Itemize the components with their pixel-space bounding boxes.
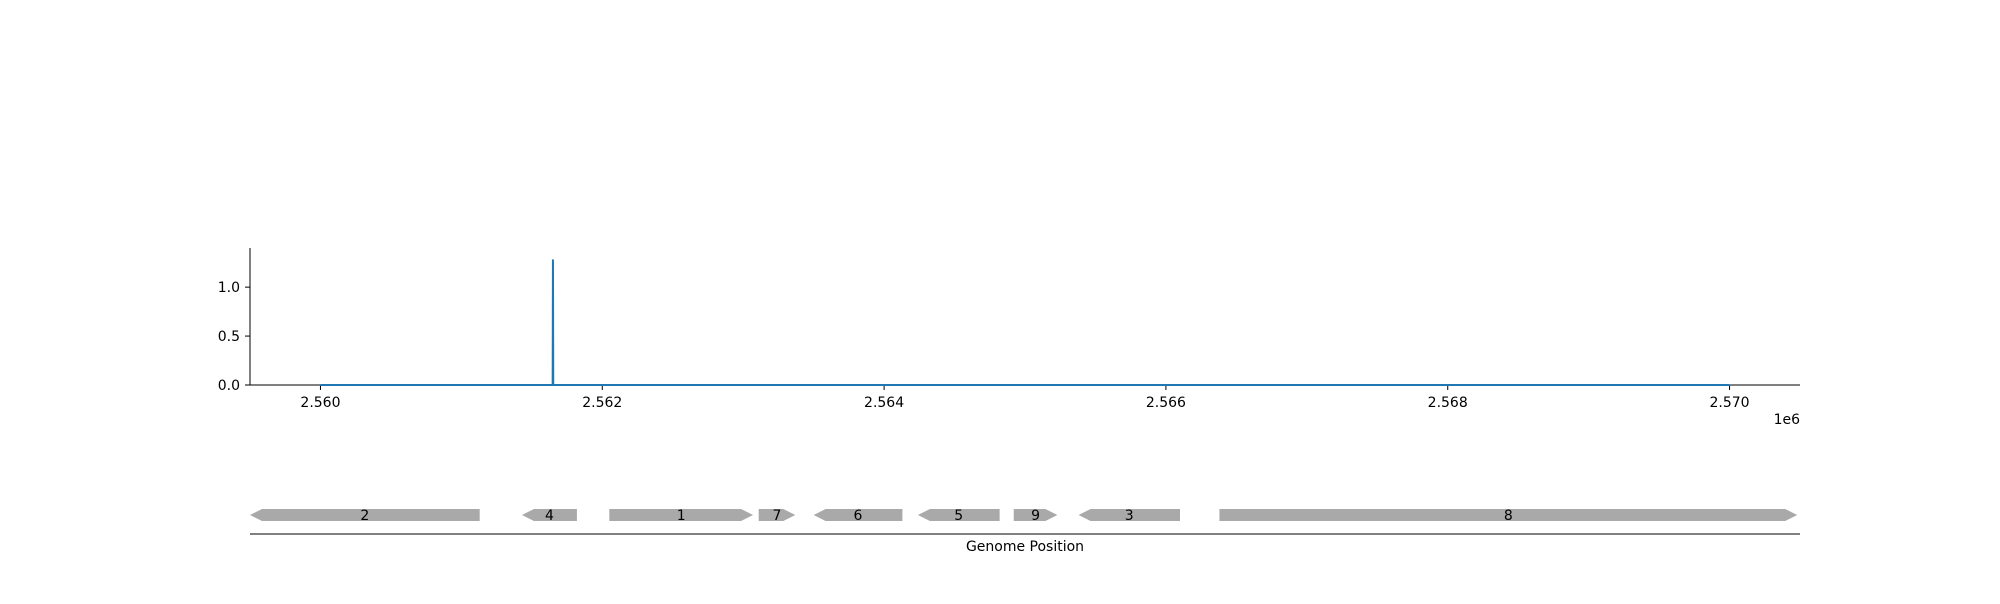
gene-arrow <box>813 509 903 521</box>
gene-arrow <box>1219 509 1798 521</box>
gene-arrow <box>1078 509 1180 521</box>
x-tick-label: 2.560 <box>300 395 340 411</box>
x-tick-label: 2.564 <box>864 395 904 411</box>
gene-label: 2 <box>360 508 369 524</box>
x-tick-label: 2.570 <box>1709 395 1749 411</box>
gene-label: 1 <box>677 508 686 524</box>
gene-label: 4 <box>545 508 554 524</box>
x-axis-label: Genome Position <box>966 539 1084 555</box>
gene-arrow <box>758 509 796 521</box>
x-offset-label: 1e6 <box>1774 412 1801 428</box>
signal-line <box>320 259 1730 386</box>
gene-arrow <box>1013 509 1058 521</box>
gene-arrow <box>250 509 480 521</box>
gene-label: 8 <box>1504 508 1513 524</box>
signal-point <box>552 259 554 261</box>
x-tick-label: 2.562 <box>582 395 622 411</box>
signal-point <box>1728 384 1731 386</box>
gene-arrow <box>521 509 577 521</box>
signal-point <box>319 384 322 386</box>
signal-point <box>552 384 554 386</box>
gene-label: 6 <box>854 508 863 524</box>
x-tick-label: 2.566 <box>1146 395 1186 411</box>
gene-arrow <box>917 509 1000 521</box>
x-tick-label: 2.568 <box>1428 395 1468 411</box>
gene-label: 3 <box>1125 508 1134 524</box>
gene-track-panel: 2 4 1 7 6 5 9 3 8 Genome Position <box>250 508 1800 555</box>
y-tick-label: 1.0 <box>218 280 240 296</box>
signal-panel: 2.560 2.562 2.564 2.566 2.568 2.570 0.0 0.5 1.0 1… <box>218 248 1800 428</box>
gene-label: 9 <box>1031 508 1040 524</box>
y-tick-label: 0.0 <box>218 378 240 394</box>
gene-arrow <box>609 509 754 521</box>
gene-label: 5 <box>954 508 963 524</box>
y-tick-label: 0.5 <box>218 329 240 345</box>
gene-label: 7 <box>773 508 782 524</box>
